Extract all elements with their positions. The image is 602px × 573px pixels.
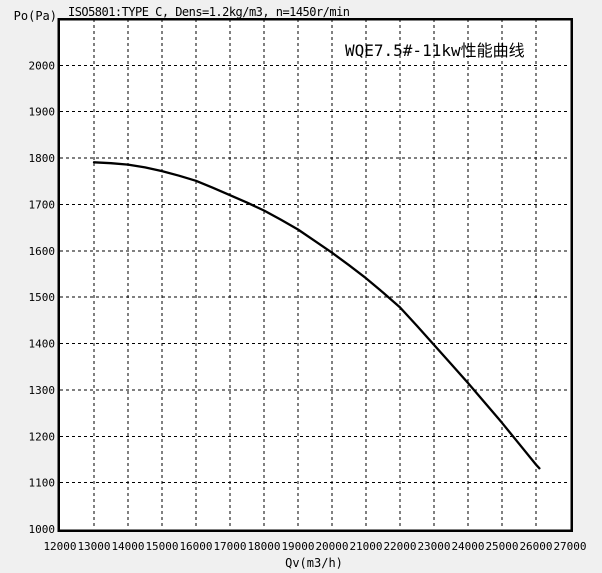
y-tick-label: 2000: [29, 59, 56, 72]
y-tick-label: 1100: [29, 477, 56, 490]
x-tick-label: 22000: [383, 540, 416, 553]
y-tick-label: 1500: [29, 291, 56, 304]
test-condition-label: ISO5801:TYPE C, Dens=1.2kg/m3, n=1450r/m…: [68, 5, 350, 19]
y-tick-label: 1700: [29, 198, 56, 211]
x-tick-label: 14000: [111, 540, 144, 553]
x-tick-label: 13000: [77, 540, 110, 553]
plot-background: [58, 19, 572, 531]
x-tick-label: 21000: [349, 540, 382, 553]
x-tick-label: 16000: [179, 540, 212, 553]
plot-border: [57, 17, 573, 532]
y-axis-title: Po(Pa): [14, 9, 57, 23]
x-tick-label: 24000: [451, 540, 484, 553]
x-axis-title: Qv(m3/h): [285, 556, 343, 570]
x-tick-label: 27000: [553, 540, 586, 553]
x-tick-label: 23000: [417, 540, 450, 553]
x-tick-label: 17000: [213, 540, 246, 553]
x-tick-label: 12000: [43, 540, 76, 553]
y-tick-label: 1800: [29, 152, 56, 165]
performance-curve: [92, 161, 541, 470]
x-tick-label: 26000: [519, 540, 552, 553]
x-tick-label: 19000: [281, 540, 314, 553]
x-tick-label: 25000: [485, 540, 518, 553]
y-tick-label: 1000: [29, 523, 56, 536]
plot-area: 12000 13000 14000 15000 16000 17000 18000 19000…: [29, 17, 587, 553]
x-tick-label: 18000: [247, 540, 280, 553]
x-tick-label: 20000: [315, 540, 348, 553]
y-tick-label: 1300: [29, 384, 56, 397]
y-tick-label: 1200: [29, 430, 56, 443]
y-tick-label: 1400: [29, 338, 56, 351]
chart-title: WQE7.5#-11kw性能曲线: [345, 41, 525, 60]
x-tick-label: 15000: [145, 540, 178, 553]
y-tick-label: 1900: [29, 106, 56, 119]
y-tick-label: 1600: [29, 245, 56, 258]
